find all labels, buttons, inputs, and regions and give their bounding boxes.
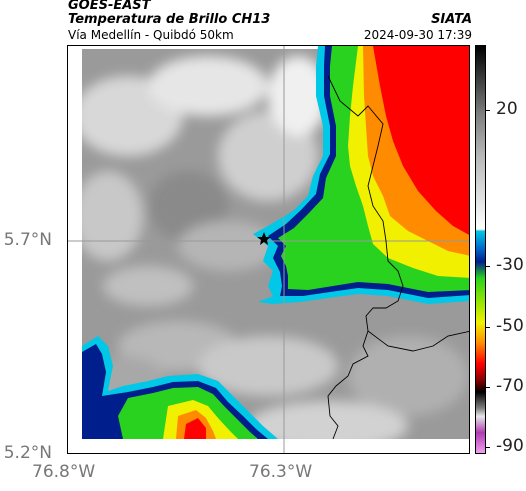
colorbar-tick-mark: [486, 447, 490, 448]
colorbar: [475, 45, 486, 454]
colorbar-tick-mark: [486, 327, 490, 328]
star-marker: [257, 232, 271, 245]
map-panel: [67, 45, 470, 454]
colorbar-tick-mark: [486, 266, 490, 267]
convective-cloud-northeast: [253, 46, 469, 304]
colorbar-label-minus70: -70: [496, 376, 524, 396]
title-organization: SIATA: [431, 12, 472, 27]
colorbar-label-minus30: -30: [496, 255, 524, 275]
title-product: Temperatura de Brillo CH13: [68, 12, 271, 27]
colorbar-tick-mark: [486, 387, 490, 388]
colorbar-label-minus90: -90: [496, 436, 524, 456]
grayscale-texture: [73, 56, 468, 451]
lon-tick-76.3: 76.3°W: [249, 462, 313, 482]
title-source: GOES-EAST: [68, 0, 151, 13]
brightness-temperature-map: [68, 46, 469, 453]
title-region: Vía Medellín - Quibdó 50km: [68, 28, 234, 42]
department-border: [327, 75, 404, 440]
colorbar-label-20: 20: [496, 99, 518, 119]
colorbar-tick-mark: [486, 110, 490, 111]
lon-tick-76.8: 76.8°W: [32, 462, 96, 482]
lat-tick-5.7: 5.7°N: [3, 230, 52, 250]
colorbar-label-minus50: -50: [496, 316, 524, 336]
convective-cloud-southwest: [82, 336, 278, 439]
lat-tick-5.2: 5.2°N: [3, 443, 52, 463]
department-border-east: [367, 330, 469, 352]
title-timestamp: 2024-09-30 17:39: [363, 28, 472, 42]
